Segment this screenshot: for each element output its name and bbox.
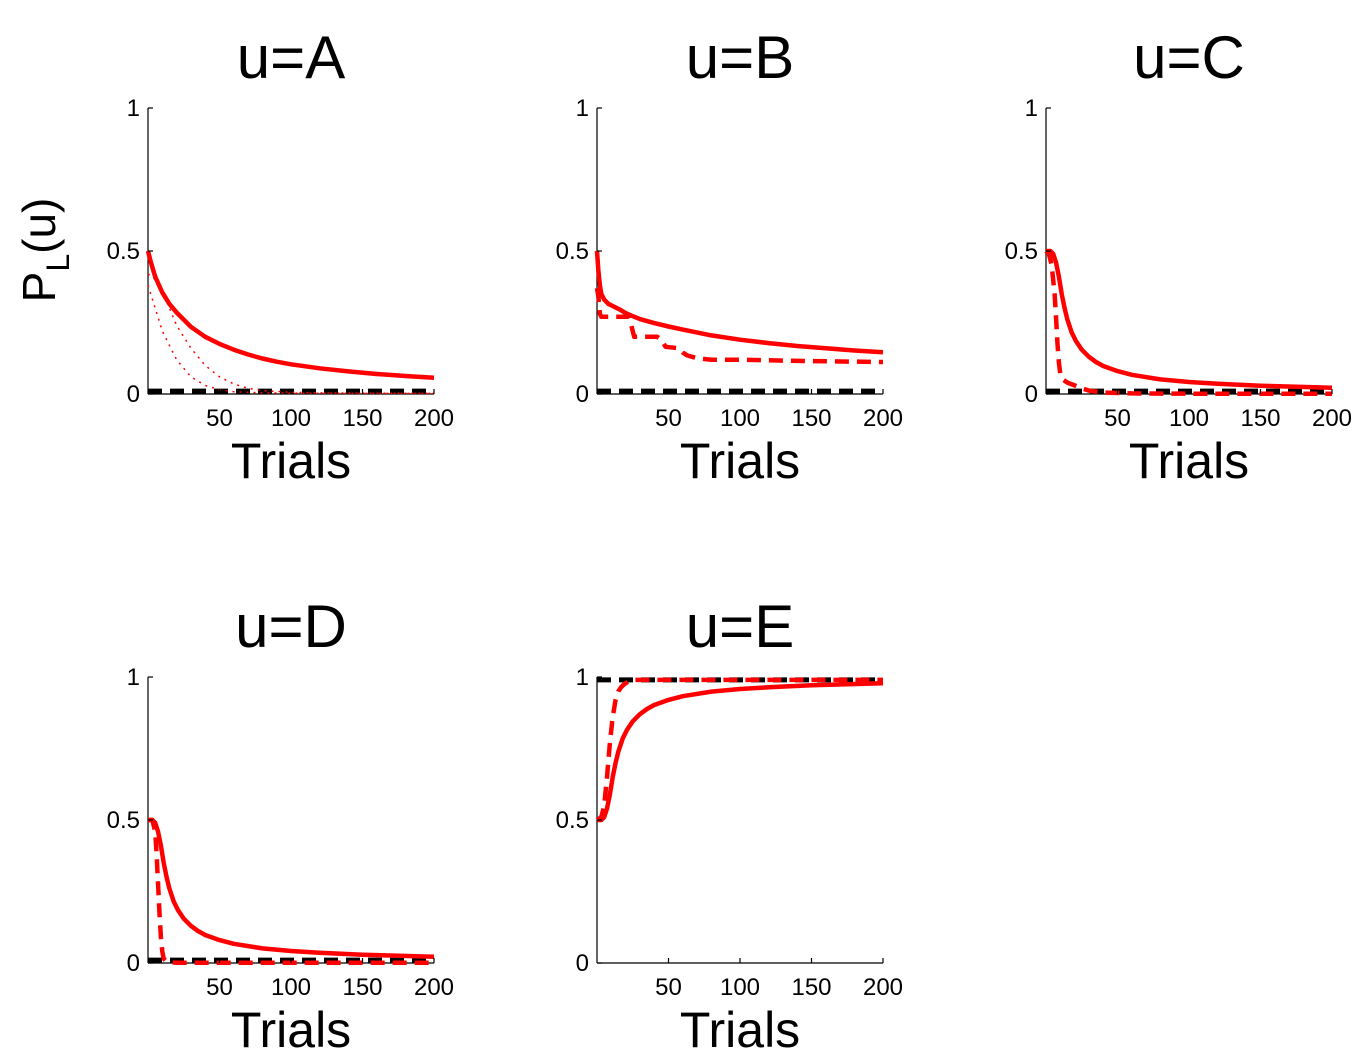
panel-title: u=C	[1133, 24, 1245, 91]
y-tick-label: 1	[127, 95, 140, 122]
y-tick-label: 1	[576, 95, 589, 122]
x-tick-label: 100	[720, 405, 760, 432]
x-tick-label: 200	[863, 974, 903, 1001]
x-tick-label: 150	[342, 974, 382, 1001]
x-tick-label: 50	[206, 974, 233, 1001]
x-tick-label: 100	[1169, 405, 1209, 432]
y-tick-label: 0	[1025, 381, 1038, 408]
y-tick-label: 0	[576, 381, 589, 408]
x-tick-label: 50	[655, 405, 682, 432]
x-tick-label: 200	[1312, 405, 1352, 432]
x-axis-label: Trials	[1129, 433, 1249, 489]
series-dotted-line	[147, 285, 434, 395]
y-tick-label: 0.5	[556, 238, 589, 265]
x-axis-label: Trials	[231, 433, 351, 489]
series-dashed-line	[594, 287, 884, 365]
x-tick-label: 100	[271, 974, 311, 1001]
series-solid-line	[1046, 248, 1333, 390]
x-tick-label: 50	[206, 405, 233, 432]
x-tick-label: 200	[863, 405, 903, 432]
x-tick-label: 100	[271, 405, 311, 432]
x-tick-label: 50	[1104, 405, 1131, 432]
x-tick-label: 150	[342, 405, 382, 432]
series-solid-line	[594, 250, 884, 355]
x-tick-label: 150	[1240, 405, 1280, 432]
x-tick-label: 200	[414, 405, 454, 432]
y-tick-label: 0	[127, 381, 140, 408]
y-tick-label: 1	[1025, 95, 1038, 122]
x-axis-label: Trials	[680, 433, 800, 489]
x-tick-label: 150	[791, 974, 831, 1001]
x-axis-label: Trials	[680, 1002, 800, 1058]
panel-title: u=E	[686, 593, 794, 660]
x-tick-label: 200	[414, 974, 454, 1001]
series-solid-line	[597, 681, 884, 823]
y-tick-label: 0.5	[1005, 238, 1038, 265]
y-tick-label: 0.5	[556, 807, 589, 834]
series-solid-line	[148, 817, 435, 959]
panel-title: u=B	[686, 24, 794, 91]
y-axis-label: PL(u)	[13, 198, 76, 303]
panel-title: u=D	[235, 593, 347, 660]
series-dashed-line	[595, 677, 883, 822]
series-solid-line	[145, 250, 435, 380]
y-tick-label: 1	[127, 664, 140, 691]
x-axis-label: Trials	[231, 1002, 351, 1058]
x-tick-label: 150	[791, 405, 831, 432]
y-tick-label: 0.5	[107, 238, 140, 265]
x-tick-label: 100	[720, 974, 760, 1001]
y-tick-label: 0	[127, 950, 140, 977]
y-tick-label: 0.5	[107, 807, 140, 834]
series-dashed-line	[148, 817, 434, 965]
x-tick-label: 50	[655, 974, 682, 1001]
series-dashed-line	[1044, 249, 1332, 396]
y-tick-label: 1	[576, 664, 589, 691]
panel-title: u=A	[237, 24, 345, 91]
y-tick-label: 0	[576, 950, 589, 977]
